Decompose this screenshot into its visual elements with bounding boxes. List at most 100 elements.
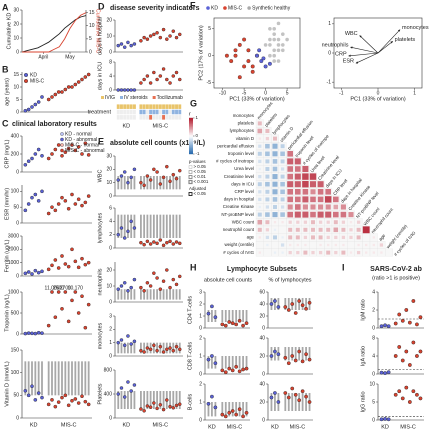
cell [257,182,262,187]
treatment-tile [168,109,172,115]
colorbar-step [189,135,193,138]
treatment-tile [142,115,146,120]
data-point [119,42,124,46]
data-point [393,321,398,326]
cell [318,250,323,255]
cell [318,227,323,232]
data-point [161,350,166,354]
data-point [283,305,288,309]
cell [310,211,316,218]
data-point [132,339,137,344]
value-label: 10,170 [68,285,84,291]
data-point [142,242,146,247]
data-point [386,417,391,422]
data-point [155,348,159,353]
legend-label: KD [211,5,218,11]
colorbar-tick-label: 1 [196,115,199,120]
treatment-tile [152,115,156,120]
y-tick-label: 0 [372,417,375,423]
treatment-tile [145,115,149,120]
y-tick-label: 0 [16,49,19,55]
data-point [276,352,281,357]
group-label: KD [271,424,279,430]
data-point [26,393,31,398]
y-axis-label: PC2 (17% of variation) [198,25,204,80]
y-axis-label: Vitamin D (nmol/L) [4,361,10,407]
cell [280,181,285,187]
y-axis-label: Platelets [97,383,103,404]
data-point [132,383,137,387]
cell [310,196,316,203]
colorbar-step [189,123,193,126]
data-point [142,77,146,82]
data-point [171,348,176,353]
treatment-tile [120,109,123,115]
cell [341,235,346,240]
cell [311,250,315,255]
cell [265,129,270,133]
data-point [23,108,28,113]
data-point [26,202,31,206]
treatment-tile [168,104,172,109]
data-point [250,64,255,69]
data-point [272,32,277,36]
data-point [63,87,68,92]
data-point [26,107,31,112]
data-point [116,88,120,92]
y-axis-label: CRP (mg/L) [4,139,10,168]
data-point [33,192,38,197]
data-point [246,59,251,64]
panel-letter: F [190,0,196,10]
data-point [119,338,124,342]
y-axis-label: treatment [88,109,112,115]
legend-swatch [101,96,104,99]
row-label: Creatinine level [224,174,254,179]
data-point [80,294,84,299]
x-tick-label: -10 [219,90,226,96]
y-tick-label: 5 [208,26,211,32]
data-point [300,303,305,308]
y-tick-label: 200 [11,151,20,157]
data-point [148,347,153,352]
cell [265,136,270,141]
data-point [244,410,249,415]
cell [294,211,301,218]
data-point [152,32,156,37]
cell [287,189,293,195]
legend-label: MIS-C - normal [65,142,99,148]
data-point [161,279,166,283]
cell [257,121,262,126]
y-tick-label: 0 [16,169,19,175]
data-point [158,403,163,407]
data-point [80,77,84,82]
cell [287,166,293,172]
data-point [53,92,58,97]
y-tick-label: 0 [199,325,202,331]
cell [348,212,354,218]
data-point [33,398,38,402]
data-point [116,43,120,48]
data-point [407,400,412,404]
data-point [56,266,61,270]
data-point [129,342,133,346]
data-point [230,409,235,413]
data-point [418,396,423,401]
cell [265,212,270,217]
data-point [66,206,71,211]
cell [280,205,285,209]
cell [342,243,345,247]
data-point [129,43,133,48]
treatment-tile [142,104,146,109]
data-point [76,311,81,315]
data-point [63,199,68,203]
data-point [206,311,211,316]
data-point [139,81,143,85]
data-point [233,53,238,58]
data-point [171,242,176,246]
line-series [22,12,87,53]
cell [265,197,270,202]
data-point [23,208,28,213]
cell [273,205,277,209]
data-point [60,395,64,400]
